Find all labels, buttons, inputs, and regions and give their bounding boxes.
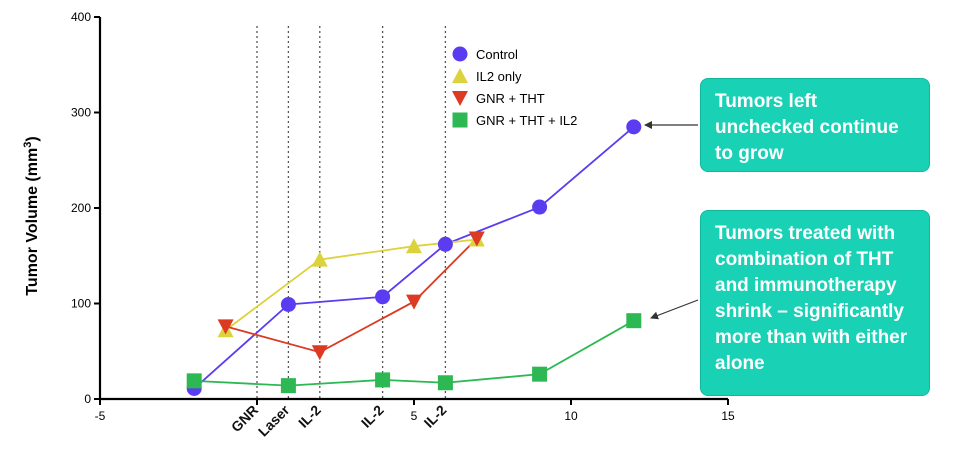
series-3-point-0 (186, 373, 202, 389)
event-label-2: IL-2 (295, 402, 324, 431)
series-1-point-2 (406, 238, 422, 254)
series-0-point-4 (532, 199, 548, 215)
series-line-2 (225, 237, 478, 354)
series-2-point-2 (406, 294, 422, 310)
legend-marker-0 (452, 46, 468, 62)
legend-label-0: Control (476, 47, 518, 62)
legend-label-1: IL2 only (476, 69, 522, 84)
x-tick-label-4: 15 (721, 409, 735, 423)
series-line-0 (193, 126, 635, 390)
y-tick-label-4: 400 (71, 10, 91, 24)
legend-marker-2 (452, 91, 468, 106)
y-tick-label-3: 300 (71, 106, 91, 120)
series-3-point-2 (375, 372, 391, 388)
series-0-point-1 (280, 296, 296, 312)
series-0-point-5 (626, 119, 642, 135)
callout-2-arrow (650, 299, 699, 320)
series-line-1 (225, 238, 477, 331)
series-1-point-1 (311, 251, 328, 267)
legend-label-3: GNR + THT + IL2 (476, 113, 577, 128)
y-axis-label: Tumor Volume (mm3) (22, 136, 41, 295)
x-tick-label-2: 5 (411, 409, 418, 423)
series-2-point-1 (311, 345, 328, 361)
event-label-4: IL-2 (421, 402, 450, 431)
legend-marker-3 (452, 112, 468, 128)
series-2-point-0 (217, 319, 234, 335)
series-2-point-3 (468, 231, 485, 247)
series-0-point-2 (375, 289, 391, 305)
series-3-point-4 (532, 366, 548, 382)
legend-label-2: GNR + THT (476, 91, 545, 106)
y-tick-label-2: 200 (71, 201, 91, 215)
series-0-point-3 (437, 236, 453, 252)
callout-unchecked-growth: Tumors left unchecked continue to grow (700, 78, 930, 172)
y-tick-label-0: 0 (84, 392, 91, 406)
x-tick-label-3: 10 (564, 409, 578, 423)
event-label-1: Laser (255, 401, 293, 439)
legend-marker-1 (452, 68, 468, 83)
event-label-3: IL-2 (358, 402, 387, 431)
series-3-point-3 (437, 375, 453, 391)
y-tick-label-1: 100 (71, 297, 91, 311)
callout-combination-shrink: Tumors treated with combination of THT a… (700, 210, 930, 396)
series-3-point-1 (280, 378, 296, 394)
series-line-3 (194, 319, 635, 387)
series-3-point-5 (626, 313, 642, 329)
x-tick-label-0: -5 (95, 409, 106, 423)
